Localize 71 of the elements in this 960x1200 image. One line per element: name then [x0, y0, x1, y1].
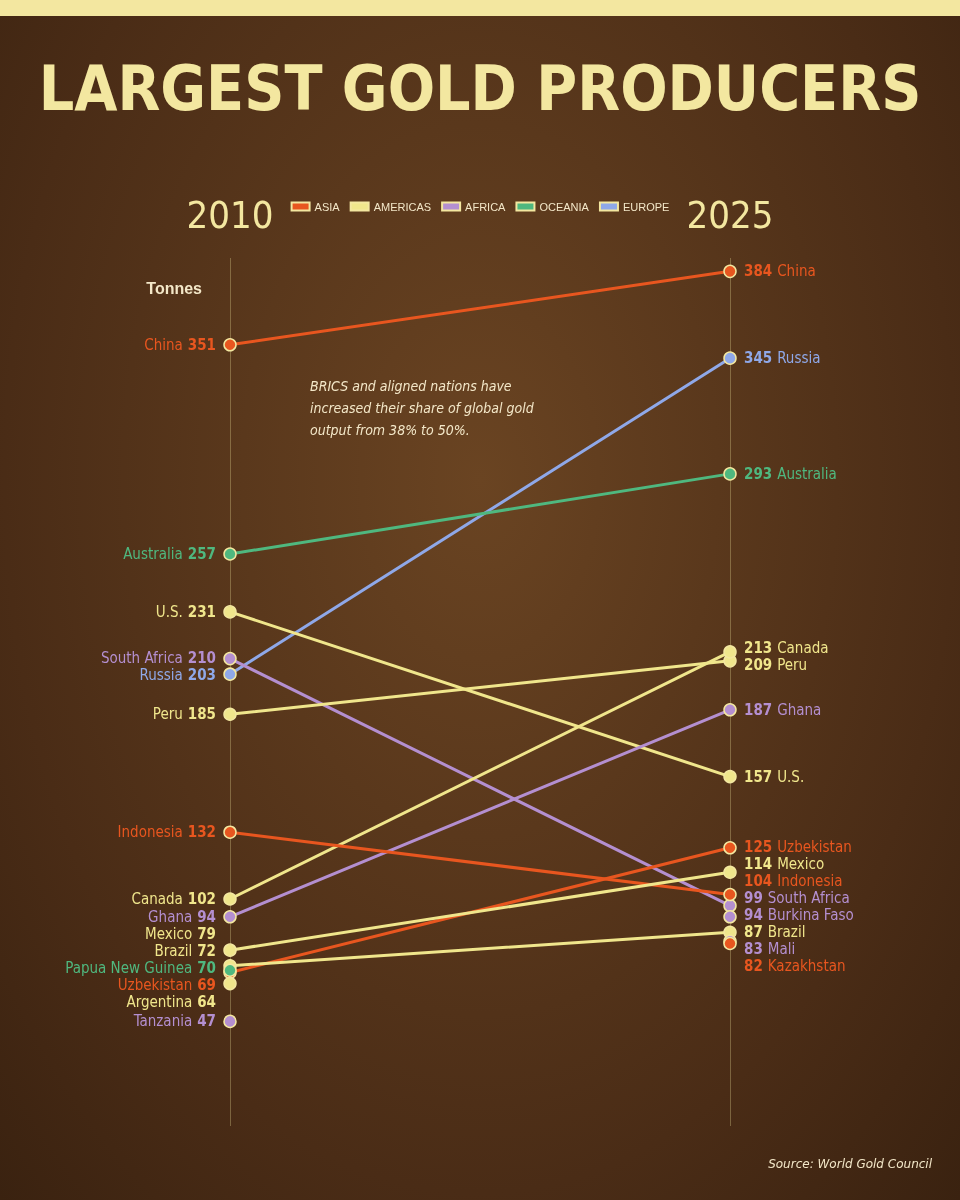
legend-label: AFRICA	[465, 200, 507, 213]
data-label: 209	[744, 655, 773, 674]
data-label: 231	[187, 602, 216, 621]
chart-title: LARGEST GOLD PRODUCERS	[38, 51, 922, 125]
data-label: 114	[744, 855, 773, 874]
data-label: 69	[197, 976, 216, 995]
data-label: 125	[744, 838, 773, 857]
data-label: 345	[744, 349, 773, 368]
text: Canada	[777, 638, 829, 657]
data-label: 351	[187, 335, 216, 354]
text: China	[144, 335, 183, 354]
text: Brazil	[154, 942, 193, 961]
text: China	[777, 262, 816, 281]
annotation: BRICS and aligned nations have increased their share of global gold output from 38% to 50%.	[310, 378, 538, 438]
text: South Africa	[767, 889, 850, 908]
text: U.S.	[777, 767, 805, 786]
text: Canada	[131, 889, 183, 908]
data-label: 203	[187, 665, 216, 684]
data-label: 187	[744, 700, 773, 719]
data-label: 210	[187, 648, 216, 667]
source-note: Source: World Gold Council	[768, 1157, 933, 1171]
data-label: 257	[187, 545, 216, 564]
text: Indonesia	[117, 823, 183, 842]
text: U.S.	[155, 602, 183, 621]
data-label: 293	[744, 464, 773, 483]
data-label: 82	[744, 957, 763, 976]
text: Australia	[123, 545, 183, 564]
data-label: 83	[744, 940, 763, 959]
text: Mali	[767, 940, 796, 959]
text: Russia	[777, 349, 821, 368]
data-label: 102	[187, 889, 216, 908]
text: Indonesia	[777, 872, 843, 891]
text: Australia	[777, 464, 837, 483]
text: Mexico	[145, 925, 193, 944]
data-label: 157	[744, 767, 773, 786]
data-label: 104	[744, 872, 773, 891]
data-label: 64	[197, 993, 216, 1012]
data-label: 70	[197, 959, 216, 978]
text: Russia	[139, 665, 183, 684]
legend-label: AMERICAS	[373, 200, 432, 213]
data-label: 132	[187, 823, 216, 842]
text: Uzbekistan	[117, 976, 193, 995]
x-tick-label: 2010	[186, 193, 274, 237]
data-label: 94	[197, 907, 216, 926]
legend-label: ASIA	[314, 200, 341, 213]
legend-label: EUROPE	[622, 200, 670, 213]
text: Peru	[152, 705, 183, 724]
data-label: 384	[744, 262, 773, 281]
data-label: 185	[187, 705, 216, 724]
x-tick-label: 2025	[686, 193, 774, 237]
text: Burkina Faso	[767, 906, 854, 925]
text: Kazakhstan	[767, 957, 846, 976]
data-label: 47	[197, 1012, 216, 1031]
text: Tanzania	[132, 1012, 193, 1031]
data-label: 72	[197, 942, 216, 961]
data-label: 94	[744, 906, 763, 925]
text: Peru	[777, 655, 808, 674]
y-axis-title: Tonnes	[146, 279, 203, 297]
legend-label: OCEANIA	[539, 200, 590, 213]
text: Argentina	[126, 993, 193, 1012]
text: Ghana	[777, 700, 822, 719]
text: Brazil	[767, 923, 806, 942]
data-label: 79	[197, 925, 216, 944]
data-label: 87	[744, 923, 763, 942]
text: Uzbekistan	[777, 838, 852, 857]
data-label: 99	[744, 889, 763, 908]
text: Papua New Guinea	[65, 959, 193, 978]
text: Ghana	[148, 907, 193, 926]
data-label: 213	[744, 638, 773, 657]
text: Mexico	[777, 855, 825, 874]
text: South Africa	[100, 648, 183, 667]
